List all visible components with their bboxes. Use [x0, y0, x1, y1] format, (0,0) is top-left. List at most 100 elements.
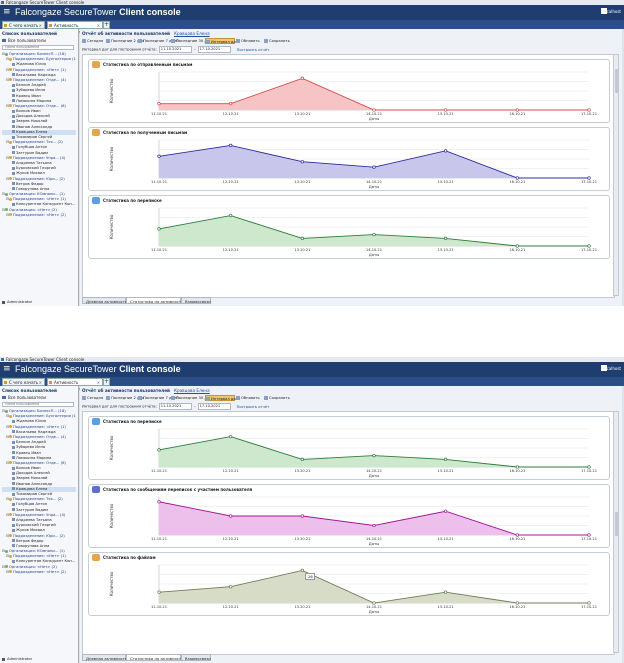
build-report-link[interactable]: Построить отчёт — [236, 47, 270, 52]
data-point[interactable] — [157, 102, 161, 106]
tree-organization-item[interactable]: ⊟ Организация: КОмпани... (1) — [2, 192, 76, 197]
tree-user-item[interactable]: Тихомиров Сергей — [2, 492, 76, 497]
toolbar-button-1[interactable]: Последние 2 дня — [106, 395, 144, 401]
tree-user-item[interactable]: Говорунова Анна — [2, 187, 76, 192]
data-point[interactable] — [444, 108, 448, 112]
tree-user-item[interactable]: Белкин Андрей — [2, 440, 76, 445]
data-point[interactable] — [444, 236, 448, 241]
toolbar-button-1[interactable]: Последние 2 дня — [106, 38, 144, 44]
data-point[interactable] — [515, 601, 519, 605]
data-point[interactable] — [229, 143, 233, 148]
toolbar-button-6[interactable]: Сохранить — [264, 395, 290, 401]
data-point[interactable] — [515, 533, 519, 537]
expand-icon[interactable]: ⊟ — [6, 497, 10, 502]
view-tab-0[interactable]: Дневная активность — [82, 297, 127, 304]
close-icon[interactable]: × — [38, 23, 42, 28]
data-point[interactable] — [372, 601, 376, 605]
tree-department-item[interactable]: ⊟ Подразделение: Отде... (4) — [2, 78, 76, 83]
toolbar-button-4[interactable]: Интервал дат — [205, 38, 238, 44]
expand-icon[interactable]: ⊟ — [6, 212, 10, 217]
view-tab-2[interactable]: Взаимосвязи — [181, 297, 211, 304]
toolbar-button-3[interactable]: Последние 30 дней — [171, 395, 214, 401]
report-user-link[interactable]: Кравцова Елена — [173, 388, 210, 393]
tab-getting-started[interactable]: С чего начать × — [2, 21, 45, 29]
expand-icon[interactable]: ⊟ — [6, 533, 10, 538]
data-point[interactable] — [515, 108, 519, 112]
tab-user-activity[interactable]: Активность пользователей× — [47, 21, 103, 35]
data-point[interactable] — [157, 448, 161, 452]
tree-department-item[interactable]: ⊟ Подразделение: Юри... (2) — [2, 534, 76, 539]
tree-department-item[interactable]: ⊟ Подразделение: Упра... (4) — [2, 513, 76, 518]
tree-user-item[interactable]: Жуков Михаил — [2, 528, 76, 533]
expand-icon[interactable]: ⊟ — [6, 460, 10, 465]
tab-user-activity[interactable]: Активность пользователей× — [47, 378, 103, 392]
tree-user-item[interactable]: Кравец Иван — [2, 94, 76, 99]
data-point[interactable] — [587, 176, 591, 180]
tree-user-item[interactable]: Бурковский Георгий — [2, 523, 76, 528]
tree-user-item[interactable]: Жданова Юлия — [2, 62, 76, 67]
toolbar-button-6[interactable]: Сохранить — [264, 38, 290, 44]
tree-user-item[interactable]: Ветров Федор — [2, 182, 76, 187]
tree-organization-item[interactable]: ⊟ Организация: БизнесП... (18) — [2, 409, 76, 414]
expand-icon[interactable]: ⊟ — [6, 67, 10, 72]
toolbar-button-0[interactable]: Сегодня — [82, 38, 105, 44]
data-point[interactable] — [229, 434, 233, 439]
tree-user-item[interactable]: Белкин Андрей — [2, 83, 76, 88]
tree-organization-item[interactable]: ⊟ Организация: КОмпани... (1) — [2, 549, 76, 554]
data-point[interactable] — [300, 76, 304, 80]
tree-user-item[interactable]: Заттурин Вадим — [2, 508, 76, 513]
tree-user-item[interactable]: Жуков Михаил — [2, 171, 76, 176]
scrollbar-thumb[interactable] — [615, 69, 619, 93]
tree-user-item[interactable]: Кравец Иван — [2, 451, 76, 456]
toolbar-button-2[interactable]: Последние 7 дней — [138, 38, 179, 44]
charts-scroll-area[interactable]: Статистика по переписке Количество 11.10.2… — [82, 411, 615, 655]
report-user-link[interactable]: Кравцова Елена — [173, 31, 210, 36]
tree-department-item[interactable]: ⊟ Подразделение: Бухгалтерия (1) — [2, 414, 76, 419]
expand-icon[interactable]: ⊟ — [6, 197, 10, 202]
new-tab-button[interactable]: + — [103, 21, 110, 29]
toolbar-button-2[interactable]: Последние 7 дней — [138, 395, 179, 401]
tree-user-item[interactable]: Волков Иван — [2, 109, 76, 114]
tree-department-item[interactable]: ⊟ Подразделение: <Нет> (1) — [2, 425, 76, 430]
expand-icon[interactable]: ⊟ — [6, 424, 10, 429]
date-from-field[interactable]: 11.10.2021 — [158, 46, 192, 53]
tree-user-item[interactable]: Жданова Юлия — [2, 419, 76, 424]
vertical-scrollbar[interactable] — [613, 411, 619, 653]
expand-icon[interactable]: ⊟ — [6, 569, 10, 574]
date-to-field[interactable]: 17.10.2021 — [197, 46, 231, 53]
close-icon[interactable]: × — [38, 380, 42, 385]
view-tab-1[interactable]: Статистика по активности — [126, 297, 184, 304]
tree-department-item[interactable]: ⊟ Подразделение: <Нет> (1) — [2, 197, 76, 202]
view-tab-1[interactable]: Статистика по активности — [126, 654, 184, 661]
data-point[interactable] — [444, 149, 448, 153]
toolbar-button-0[interactable]: Сегодня — [82, 395, 105, 401]
tree-user-item[interactable]: Голубцов Антон — [2, 502, 76, 507]
data-point[interactable] — [444, 457, 448, 462]
tree-user-item[interactable]: Волков Иван — [2, 466, 76, 471]
user-search-input[interactable] — [2, 402, 74, 407]
tree-user-item[interactable]: Кравцова Елена — [2, 129, 76, 135]
tree-department-item[interactable]: ⊟ Подразделение: Отде... (6) — [2, 104, 76, 109]
expand-icon[interactable]: ⊟ — [6, 554, 10, 559]
expand-icon[interactable]: ⊟ — [2, 192, 6, 197]
data-point[interactable] — [372, 523, 376, 528]
tree-user-item[interactable]: Зубарева Инна — [2, 88, 76, 93]
expand-icon[interactable]: ⊟ — [6, 77, 10, 82]
tree-user-item[interactable]: Голубцов Антон — [2, 145, 76, 150]
data-point[interactable] — [300, 568, 304, 573]
data-point[interactable] — [157, 154, 161, 158]
vertical-scrollbar[interactable] — [613, 54, 619, 296]
data-point[interactable] — [372, 453, 376, 458]
data-point[interactable] — [587, 601, 591, 605]
toolbar-button-3[interactable]: Последние 30 дней — [171, 38, 214, 44]
expand-icon[interactable]: ⊟ — [6, 434, 10, 439]
scrollbar-thumb[interactable] — [615, 512, 619, 536]
charts-scroll-area[interactable]: Статистика по отправленным письмам Количе… — [82, 54, 615, 298]
toolbar-button-5[interactable]: Обновить — [236, 395, 263, 401]
tree-department-item[interactable]: ⊟ Подразделение: <Нет> (1) — [2, 554, 76, 559]
tree-department-item[interactable]: ⊟ Подразделение: <Нет> (1) — [2, 68, 76, 73]
tree-user-item[interactable]: Кравцова Елена — [2, 486, 76, 492]
tree-organization-item[interactable]: ⊟ Организация: <Нет> (2) — [2, 208, 76, 213]
expand-icon[interactable]: ⊟ — [2, 549, 6, 554]
data-point[interactable] — [300, 236, 304, 241]
